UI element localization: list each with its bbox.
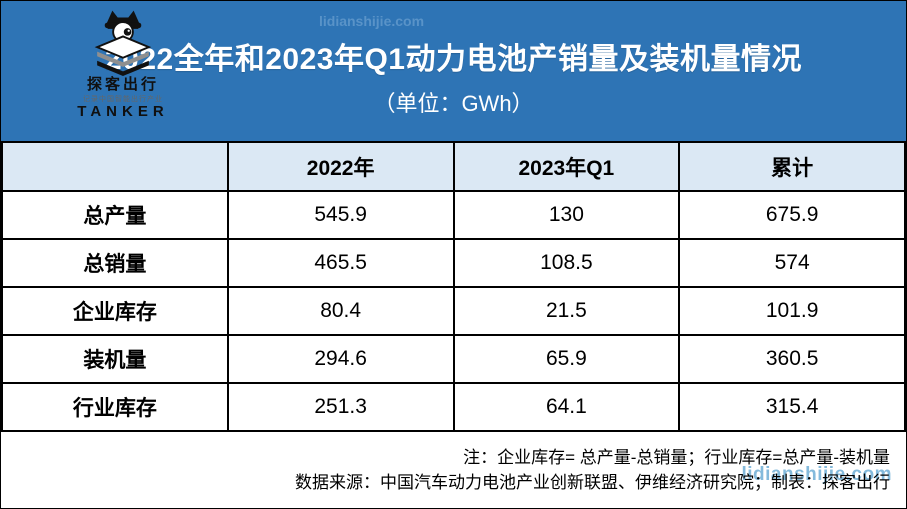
column-header-blank [1, 141, 229, 192]
row-label: 行业库存 [1, 382, 229, 432]
cell-value: 101.9 [678, 286, 906, 336]
row-label: 装机量 [1, 334, 229, 384]
cell-value: 574 [678, 238, 906, 288]
cell-value: 294.6 [226, 334, 455, 384]
cell-value: 108.5 [452, 238, 681, 288]
cell-value: 130 [452, 190, 681, 240]
cell-value: 64.1 [452, 382, 681, 432]
table-row: 企业库存 80.4 21.5 101.9 [1, 286, 906, 336]
column-header-2022: 2022年 [226, 141, 455, 192]
header-watermark: lidianshijie.com [319, 13, 425, 29]
cell-value: 360.5 [678, 334, 906, 384]
page-subtitle: （单位：GWh） [373, 91, 534, 116]
column-header-total: 累计 [678, 141, 906, 192]
header-banner: 探客出行 记录中国智能出行产业 TANKER lidianshijie.com … [1, 1, 906, 141]
tanker-cat-box-icon [94, 10, 152, 76]
cell-value: 545.9 [226, 190, 455, 240]
row-label: 总销量 [1, 238, 229, 288]
page-title: 2022全年和2023年Q1动力电池产销量及装机量情况 [105, 43, 802, 76]
row-label: 企业库存 [1, 286, 229, 336]
cell-value: 21.5 [452, 286, 681, 336]
column-header-2023q1: 2023年Q1 [452, 141, 681, 192]
cell-value: 251.3 [226, 382, 455, 432]
cell-value: 65.9 [452, 334, 681, 384]
table-row: 装机量 294.6 65.9 360.5 [1, 334, 906, 384]
table-row: 总销量 465.5 108.5 574 [1, 238, 906, 288]
cell-value: 315.4 [678, 382, 906, 432]
battery-stats-table: 2022年 2023年Q1 累计 总产量 545.9 130 675.9 总销量… [1, 141, 906, 432]
cell-value: 80.4 [226, 286, 455, 336]
note-source: 数据来源：中国汽车动力电池产业创新联盟、伊维经济研究院；制表：探客出行 [295, 473, 890, 492]
logo-name: 探客出行 [86, 76, 159, 93]
site-watermark: lidianshijie.com [741, 464, 892, 485]
cell-value: 465.5 [226, 238, 455, 288]
row-label: 总产量 [1, 190, 229, 240]
logo-tagline: 记录中国智能出行产业 [83, 95, 163, 103]
tanker-logo: 探客出行 记录中国智能出行产业 TANKER [39, 6, 207, 121]
table-row: 行业库存 251.3 64.1 315.4 [1, 382, 906, 432]
logo-brand: TANKER [77, 103, 169, 121]
cell-value: 675.9 [678, 190, 906, 240]
table-row: 总产量 545.9 130 675.9 [1, 190, 906, 240]
table-header-row: 2022年 2023年Q1 累计 [1, 141, 906, 192]
footer-notes: lidianshijie.com 注：企业库存= 总产量-总销量；行业库存=总产… [1, 432, 906, 508]
note-formula: 注：企业库存= 总产量-总销量；行业库存=总产量-装机量 [463, 448, 890, 467]
